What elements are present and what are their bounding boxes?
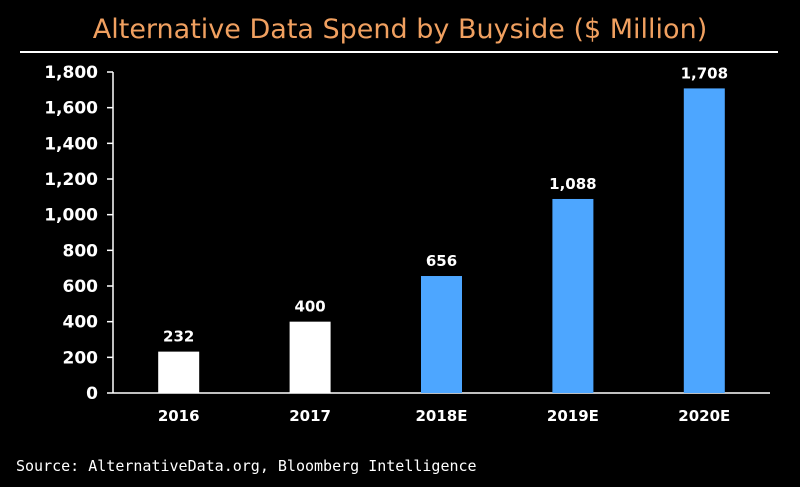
title-divider [20, 51, 778, 53]
y-tick-label: 1,400 [44, 134, 98, 154]
x-axis: 2016 2017 2018E 2019E 2020E [113, 392, 770, 425]
bar-2018e [421, 276, 462, 393]
data-label-2016: 232 [163, 328, 194, 346]
x-tick-label-2019e: 2019E [547, 407, 599, 425]
chart-title: Alternative Data Spend by Buyside ($ Mil… [92, 14, 708, 45]
y-tick-label: 400 [63, 313, 99, 333]
data-label-2019e: 1,088 [549, 175, 596, 193]
y-tick-label: 200 [63, 348, 99, 368]
bar-2020e [683, 88, 725, 393]
x-tick-label-2020e: 2020E [678, 407, 730, 425]
data-label-2018e: 656 [426, 252, 457, 270]
data-labels: 232 400 656 1,088 1,708 [163, 64, 728, 345]
bar-2016 [158, 351, 200, 393]
source-note: Source: AlternativeData.org, Bloomberg I… [16, 457, 477, 475]
y-axis: 0 200 400 600 800 1,000 1,200 1,400 1,600 1,800 [44, 63, 114, 404]
y-tick-label: 0 [86, 384, 98, 404]
x-tick-label-2016: 2016 [158, 407, 200, 425]
y-tick-label: 600 [63, 277, 99, 297]
y-tick-label: 1,600 [44, 99, 98, 119]
bars [158, 88, 725, 393]
x-tick-label-2017: 2017 [289, 407, 331, 425]
bar-2019e [552, 198, 594, 393]
data-label-2020e: 1,708 [681, 64, 728, 82]
y-tick-label: 1,200 [44, 170, 98, 190]
y-tick-label: 1,000 [44, 206, 98, 226]
bar-2017 [289, 321, 331, 393]
data-label-2017: 400 [294, 298, 325, 316]
y-tick-label: 800 [63, 241, 99, 261]
x-tick-label-2018e: 2018E [416, 407, 468, 425]
y-tick-label: 1,800 [44, 63, 98, 83]
